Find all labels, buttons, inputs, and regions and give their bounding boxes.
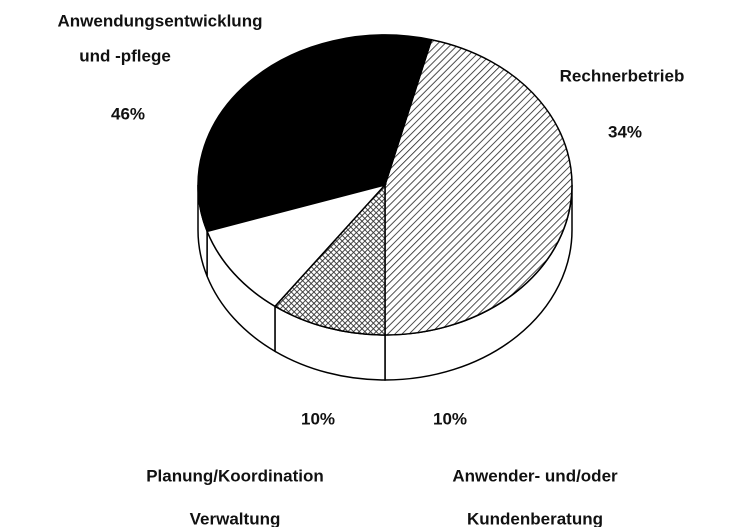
value-label: 10%: [433, 409, 467, 428]
category-label: Verwaltung: [190, 509, 281, 527]
category-label: Planung/Koordination: [146, 466, 324, 485]
category-label: Kundenberatung: [467, 509, 603, 527]
category-label: Anwender- und/oder: [452, 466, 618, 485]
category-label: Anwendungsentwicklung: [58, 11, 263, 30]
category-label: und -pflege: [79, 46, 171, 65]
pie-slice: [206, 183, 388, 308]
pie-slice: [384, 38, 573, 336]
pie-slice: [197, 34, 433, 233]
category-label: Rechnerbetrieb: [560, 66, 685, 85]
value-label: 46%: [111, 104, 145, 123]
value-label: 34%: [608, 122, 642, 141]
value-label: 10%: [301, 409, 335, 428]
pie-slice: [273, 183, 386, 336]
